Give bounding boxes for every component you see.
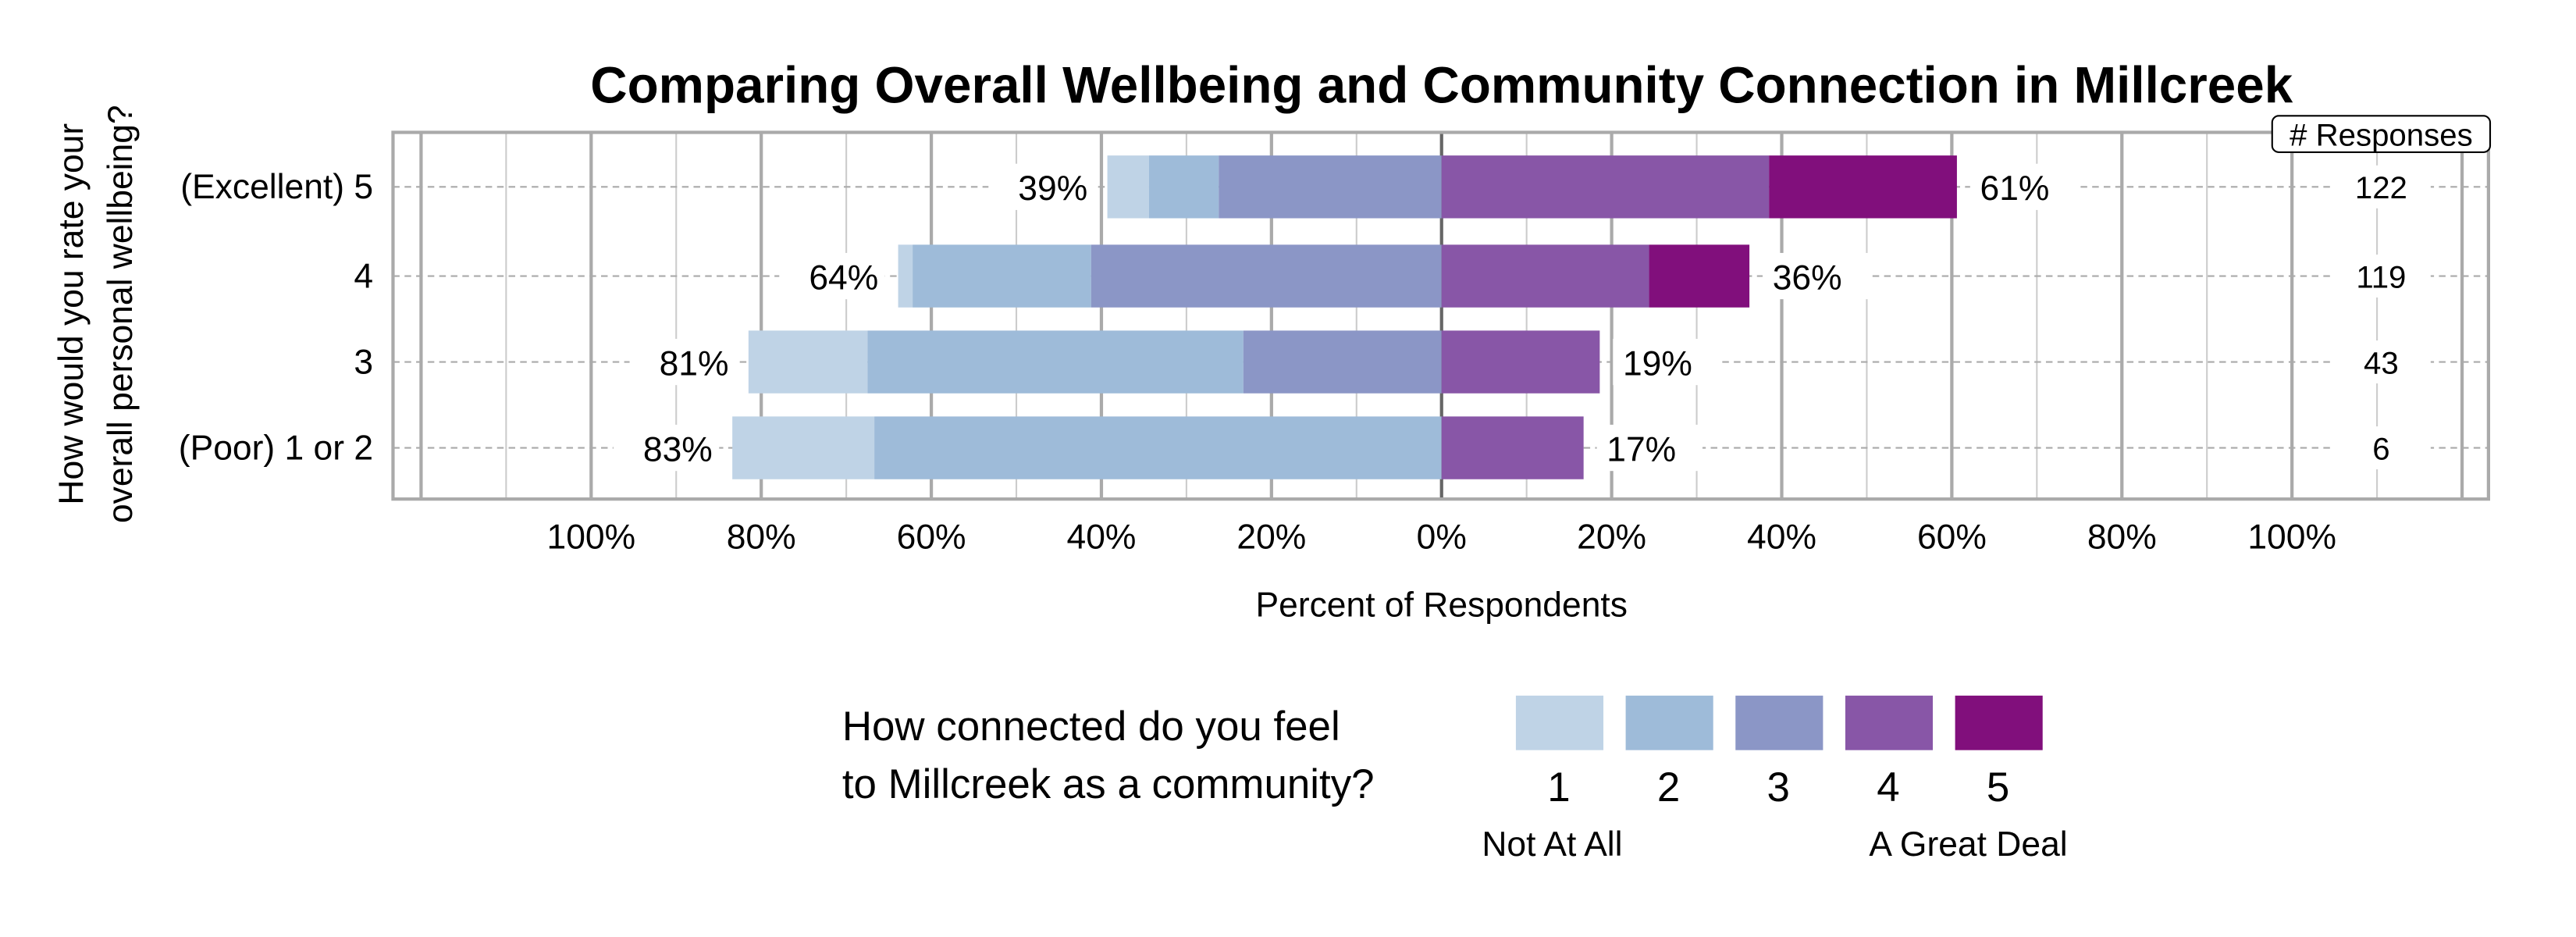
y-axis-label-line2: overall personal wellbeing?: [101, 105, 140, 523]
left-total-label: 39%: [1018, 169, 1087, 208]
x-axis-label: Percent of Respondents: [1256, 586, 1628, 624]
legend-swatch-4: [1845, 695, 1934, 750]
bar-segment-1: [898, 244, 913, 308]
legend-label-4: 4: [1877, 764, 1899, 811]
legend-label-2: 2: [1657, 764, 1680, 811]
bar-segment-1: [732, 416, 875, 479]
legend-swatch-1: [1515, 695, 1604, 750]
label-bg: [613, 424, 720, 472]
legend-low-label: Not At All: [1482, 825, 1622, 864]
label-bg: [1613, 338, 1719, 386]
chart-title: Comparing Overall Wellbeing and Communit…: [590, 56, 2293, 113]
response-count: 119: [2356, 259, 2406, 294]
x-tick-label: 100%: [2247, 518, 2336, 557]
y-tick-label: 3: [354, 343, 373, 381]
x-tick-label: 80%: [727, 518, 796, 557]
bar-segment-2: [913, 244, 1091, 308]
bar-segment-3: [1219, 155, 1442, 219]
bar-segment-3: [1091, 244, 1442, 308]
right-total-label: 61%: [1980, 169, 2050, 208]
label-bg: [1969, 163, 2076, 210]
y-tick-label: (Poor) 1 or 2: [179, 429, 373, 467]
left-total-label: 83%: [643, 430, 713, 468]
right-total-label: 19%: [1623, 344, 1692, 383]
legend-swatch-2: [1625, 695, 1713, 750]
left-total-label: 64%: [809, 258, 878, 297]
y-tick-label: (Excellent) 5: [180, 168, 373, 206]
plot-frame: [391, 130, 2490, 501]
label-bg: [2331, 165, 2431, 208]
label-bg: [1596, 424, 1703, 472]
bar-segment-5: [1769, 155, 1957, 219]
x-tick-label: 20%: [1236, 518, 1306, 557]
response-count: 122: [2355, 170, 2407, 205]
x-tick-label: 100%: [547, 518, 636, 557]
x-tick-label: 40%: [1067, 518, 1137, 557]
bar-segment-3: [1243, 330, 1442, 394]
label-bg: [1763, 252, 1869, 300]
legend-title-line2: to Millcreek as a community?: [842, 761, 1375, 807]
legend-label-5: 5: [1987, 764, 2009, 811]
legend-swatch-3: [1735, 695, 1823, 750]
x-tick-label: 60%: [1917, 518, 1987, 557]
label-bg: [2331, 426, 2431, 470]
right-total-label: 36%: [1773, 258, 1842, 297]
bars: [732, 155, 1957, 479]
response-count: 6: [2372, 431, 2389, 466]
label-bg: [988, 163, 1094, 210]
label-bg: [2331, 340, 2431, 384]
x-tick-label: 0%: [1417, 518, 1467, 557]
x-tick-label: 60%: [897, 518, 966, 557]
response-count: 43: [2364, 345, 2399, 380]
bar-segment-1: [748, 330, 868, 394]
bar-segment-5: [1649, 244, 1750, 308]
bar-segment-2: [1148, 155, 1219, 219]
label-bg: [2331, 255, 2431, 298]
x-tick-label: 80%: [2087, 518, 2157, 557]
legend-label-3: 3: [1767, 764, 1790, 811]
bar-segment-4: [1441, 416, 1584, 479]
bar-segment-4: [1441, 155, 1770, 219]
y-tick-label: 4: [354, 257, 373, 295]
label-bg: [779, 252, 885, 300]
x-tick-label: 40%: [1747, 518, 1816, 557]
x-tick-label: 20%: [1577, 518, 1646, 557]
left-total-label: 81%: [660, 344, 729, 383]
labels: 100% 80% 60% 40% 20% 0% 20% 40% 60% 80% 100% (Excel…: [179, 163, 2431, 557]
y-axis-label-line1: How would you rate your: [52, 123, 91, 505]
legend-label-1: 1: [1547, 764, 1570, 811]
bar-segment-2: [867, 330, 1244, 394]
legend-title-line1: How connected do you feel: [842, 704, 1340, 750]
legend-swatch-5: [1955, 695, 2043, 750]
bar-segment-4: [1441, 244, 1649, 308]
bar-segment-2: [874, 416, 1442, 479]
legend-high-label: A Great Deal: [1869, 825, 2067, 864]
bar-segment-4: [1441, 330, 1600, 394]
legend: How connected do you feel to Millcreek a…: [842, 695, 2068, 864]
right-total-label: 17%: [1606, 430, 1676, 468]
bar-segment-1: [1107, 155, 1149, 219]
label-bg: [629, 338, 735, 386]
responses-header-box: [2271, 115, 2492, 153]
responses-header: # Responses: [2290, 117, 2473, 152]
